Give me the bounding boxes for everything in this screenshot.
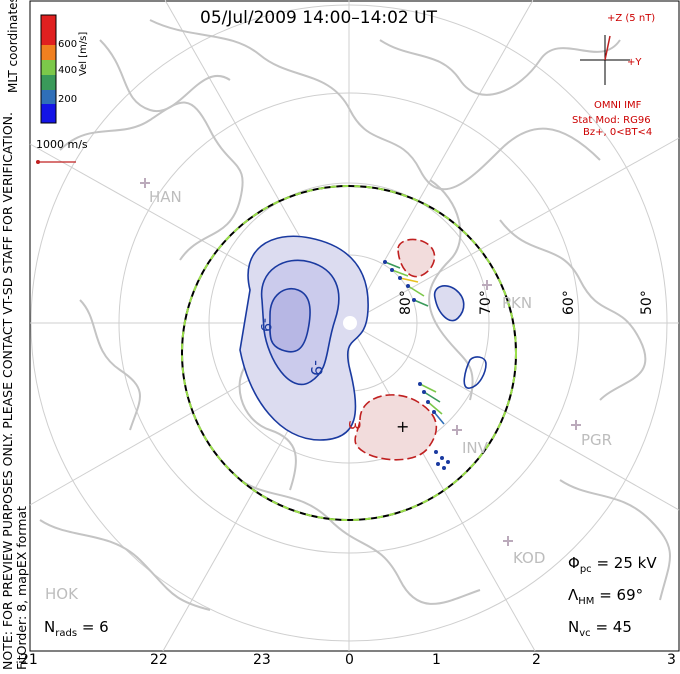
lat-label-70: 70° xyxy=(478,290,494,315)
station-pgr: PGR xyxy=(581,431,613,449)
stat-phi-subscript: pc xyxy=(579,564,592,575)
boundary-dash xyxy=(181,185,517,521)
station-han: HAN xyxy=(149,188,182,206)
positive-cell-small xyxy=(397,238,436,278)
velocity-colorbar xyxy=(40,14,57,124)
stat-lambda-symbol: Λ xyxy=(568,586,579,604)
stat-nvc: Nvc = 45 xyxy=(568,620,632,639)
lat-label-80: 80° xyxy=(398,290,414,315)
stat-nvc-symbol: N xyxy=(568,618,580,636)
negative-cell-inner xyxy=(269,288,311,353)
imf-vector xyxy=(604,35,611,61)
scale-vector-origin xyxy=(36,160,40,164)
stat-nrads-symbol: N xyxy=(44,618,56,636)
coastlines xyxy=(39,19,671,611)
imf-z-label: +Z (5 nT) xyxy=(607,13,656,24)
stat-lambda-subscript: HM xyxy=(578,596,595,607)
mlt-label-3: 3 xyxy=(667,652,676,668)
contour-label-mid: -9 xyxy=(307,360,326,376)
contour-label-positive: 3 xyxy=(345,420,364,431)
positive-cell xyxy=(354,394,437,461)
plot-frame xyxy=(29,0,680,652)
potential-minimum-marker: + xyxy=(396,417,409,436)
mlt-label-2: 2 xyxy=(532,652,541,668)
disclaimer-line-2: FitOrder: 8, mapEX format xyxy=(14,506,30,670)
stat-nvc-subscript: vc xyxy=(579,628,591,639)
colorbar-tick-600: 600 xyxy=(58,39,78,50)
stat-lambda-value: = 69° xyxy=(599,586,644,604)
model-line-1: Stat Mod: RG96 xyxy=(572,115,651,126)
stat-phi-symbol: Φ xyxy=(568,554,580,572)
stat-phi-value: = 25 kV xyxy=(596,554,657,572)
blue-cell-small xyxy=(433,285,465,322)
vector-origins xyxy=(383,260,450,470)
contour-label-inner: -9 xyxy=(257,318,273,332)
coords-label: MLT coordinates xyxy=(6,0,20,93)
mlt-label-1: 1 xyxy=(432,652,441,668)
mlt-label-23: 23 xyxy=(253,652,271,668)
stat-lambda: ΛHM = 69° xyxy=(568,588,643,607)
lat-label-50: 50° xyxy=(639,290,655,315)
stat-nrads: Nrads = 6 xyxy=(44,620,109,639)
model-line-2: Bz+, 0<BT<4 xyxy=(583,127,653,138)
colorbar-tick-200: 200 xyxy=(58,94,78,105)
velocity-vectors xyxy=(384,261,445,425)
map-title: 05/Jul/2009 14:00–14:02 UT xyxy=(200,8,437,28)
stat-nrads-subscript: rads xyxy=(55,628,78,639)
pole-marker xyxy=(343,316,357,330)
stat-phi: Φpc = 25 kV xyxy=(568,556,657,575)
colorbar-tick-400: 400 xyxy=(58,65,78,76)
stat-nvc-value: = 45 xyxy=(595,618,632,636)
station-markers xyxy=(140,178,581,546)
colorbar-label: Vel [m/s] xyxy=(78,31,89,76)
lat-label-60: 60° xyxy=(561,290,577,315)
disclaimer-line-1: NOTE: FOR PREVIEW PURPOSES ONLY. PLEASE … xyxy=(0,112,15,670)
disclaimer-block: NOTE: FOR PREVIEW PURPOSES ONLY. PLEASE … xyxy=(0,112,30,670)
blue-cell-tiny xyxy=(463,356,487,389)
station-hok: HOK xyxy=(45,585,78,603)
scale-vector-label: 1000 m/s xyxy=(36,138,88,151)
imf-y-label: +Y xyxy=(627,57,642,68)
station-kod: KOD xyxy=(513,549,546,567)
mlt-label-22: 22 xyxy=(150,652,168,668)
mlt-label-21: 21 xyxy=(20,652,38,668)
mlt-label-0: 0 xyxy=(345,652,354,668)
stat-nrads-value: = 6 xyxy=(81,618,109,636)
station-pkn: PKN xyxy=(502,294,533,312)
imf-source: OMNI IMF xyxy=(594,100,642,111)
station-inv: INV xyxy=(462,439,488,457)
